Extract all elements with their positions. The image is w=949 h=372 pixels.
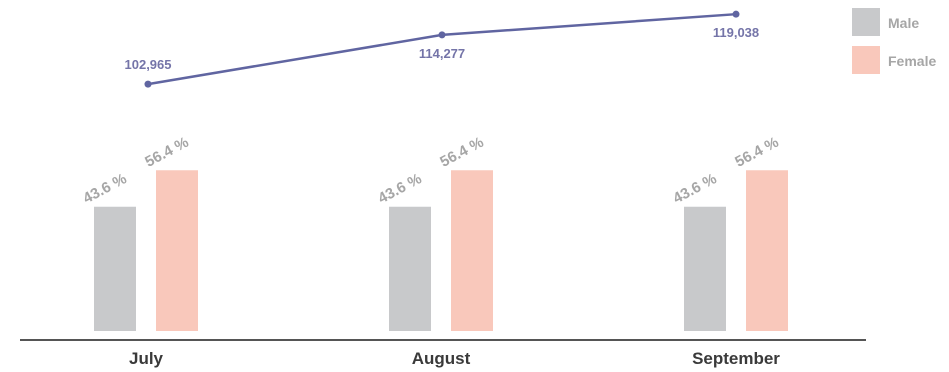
total-point-july <box>144 80 152 88</box>
total-line-group: 102,965 114,277 119,038 <box>125 10 759 88</box>
category-label-july: July <box>129 349 164 368</box>
category-label-september: September <box>692 349 780 368</box>
bar-female-august <box>451 170 493 331</box>
total-label-september: 119,038 <box>713 25 759 40</box>
legend-female-swatch <box>852 46 880 74</box>
total-label-august: 114,277 <box>419 46 465 61</box>
total-point-august <box>438 31 446 39</box>
percent-label-male-september: 43.6 % <box>670 170 719 207</box>
percent-label-female-july: 56.4 % <box>142 134 191 171</box>
percent-label-female-august: 56.4 % <box>437 134 486 171</box>
bar-female-july <box>156 170 198 331</box>
bar-male-august <box>389 206 431 331</box>
legend: Male Female <box>852 8 936 74</box>
legend-male-label: Male <box>888 15 919 31</box>
legend-female-label: Female <box>888 53 936 69</box>
total-label-july: 102,965 <box>125 57 172 72</box>
bars-group <box>94 170 788 331</box>
bar-male-september <box>684 206 726 331</box>
bar-male-july <box>94 206 136 331</box>
legend-male-swatch <box>852 8 880 36</box>
percent-label-female-september: 56.4 % <box>732 134 781 171</box>
percent-label-male-august: 43.6 % <box>375 170 424 207</box>
category-labels-group: July August September <box>129 349 780 368</box>
percent-label-male-july: 43.6 % <box>80 170 129 207</box>
bar-female-september <box>746 170 788 331</box>
total-point-september <box>732 10 740 18</box>
category-label-august: August <box>412 349 471 368</box>
